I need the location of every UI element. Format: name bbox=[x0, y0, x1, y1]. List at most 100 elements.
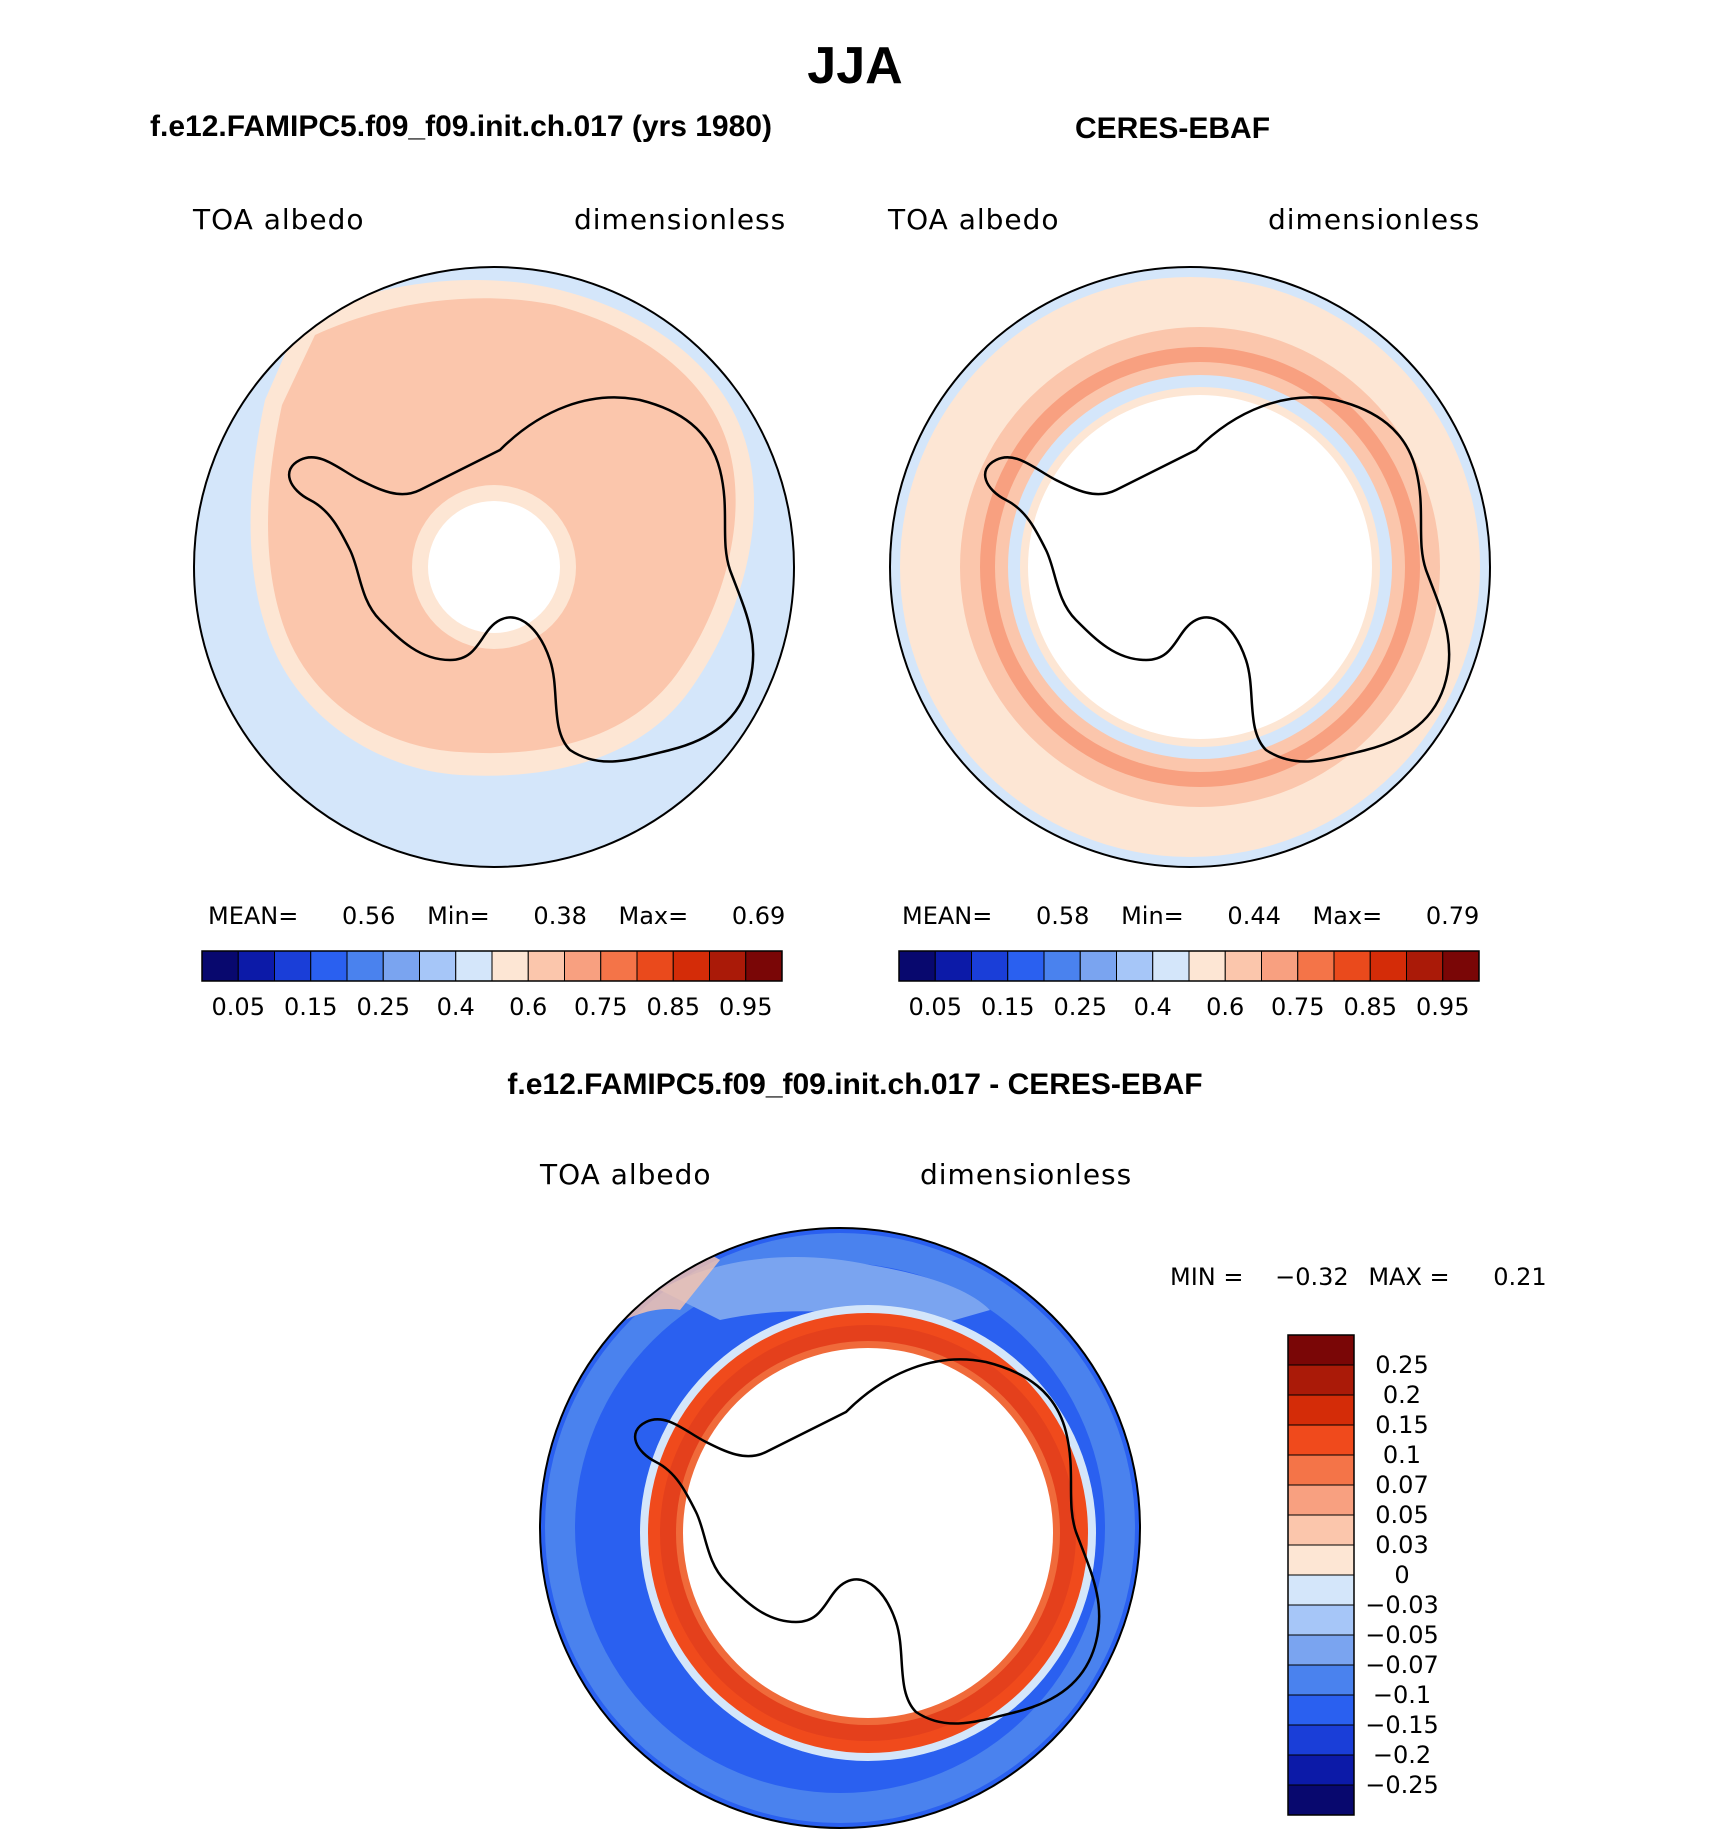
model-mean-value: 0.56 bbox=[342, 902, 396, 930]
model-colorbar-swatch bbox=[709, 950, 747, 982]
obs-colorbar-swatch bbox=[1188, 950, 1226, 982]
model-mean-label: MEAN= bbox=[208, 902, 299, 930]
obs-mean-value: 0.58 bbox=[1036, 902, 1090, 930]
model-colorbar-tick-label: 0.6 bbox=[509, 993, 547, 1021]
obs-min-value: 0.44 bbox=[1227, 902, 1281, 930]
figure-title: JJA bbox=[807, 37, 903, 95]
model-max-value: 0.69 bbox=[731, 902, 786, 930]
diff-colorbar-tick-label: −0.25 bbox=[1365, 1771, 1439, 1799]
diff-colorbar-swatch bbox=[1287, 1334, 1355, 1366]
obs-colorbar-tick-label: 0.4 bbox=[1134, 993, 1172, 1021]
model-colorbar-swatch bbox=[455, 950, 493, 982]
diff-variable-label: TOA albedo bbox=[540, 1158, 712, 1191]
model-stats: MEAN= 0.56 Min= 0.38 Max= 0.69 bbox=[208, 902, 785, 930]
model-colorbar-swatch bbox=[237, 950, 275, 982]
diff-colorbar-swatch bbox=[1287, 1424, 1355, 1456]
obs-colorbar-swatch bbox=[934, 950, 972, 982]
model-colorbar-tick-label: 0.25 bbox=[357, 993, 410, 1021]
diff-colorbar-swatch bbox=[1287, 1514, 1355, 1546]
model-panel-title: f.e12.FAMIPC5.f09_f09.init.ch.017 (yrs 1… bbox=[150, 110, 772, 143]
diff-colorbar-swatch bbox=[1287, 1754, 1355, 1786]
model-map bbox=[194, 267, 794, 867]
diff-colorbar-swatch bbox=[1287, 1454, 1355, 1486]
diff-panel-title: f.e12.FAMIPC5.f09_f09.init.ch.017 - CERE… bbox=[507, 1068, 1203, 1101]
diff-colorbar-swatch bbox=[1287, 1694, 1355, 1726]
obs-map bbox=[890, 267, 1490, 867]
obs-colorbar-swatch bbox=[1043, 950, 1081, 982]
obs-colorbar-swatch bbox=[1224, 950, 1262, 982]
obs-colorbar-swatch bbox=[1079, 950, 1117, 982]
model-colorbar-tick-label: 0.85 bbox=[647, 993, 700, 1021]
diff-colorbar-tick-label: 0.2 bbox=[1383, 1381, 1421, 1409]
model-colorbar-swatch bbox=[636, 950, 674, 982]
model-colorbar-tick-label: 0.95 bbox=[719, 993, 772, 1021]
obs-colorbar: 0.05 0.15 0.25 0.4 0.6 0.75 0.85 0.95 bbox=[898, 950, 1480, 1021]
diff-colorbar-tick-label: 0.1 bbox=[1383, 1441, 1421, 1469]
obs-colorbar-swatch bbox=[1406, 950, 1444, 982]
model-colorbar-swatch bbox=[274, 950, 312, 982]
diff-colorbar-tick-label: 0.07 bbox=[1375, 1471, 1428, 1499]
obs-colorbar-swatch bbox=[1442, 950, 1480, 982]
diff-colorbar-tick-label: −0.15 bbox=[1365, 1711, 1439, 1739]
model-colorbar-swatch bbox=[346, 950, 384, 982]
model-min-label: Min= bbox=[427, 902, 490, 930]
obs-colorbar-tick-label: 0.15 bbox=[981, 993, 1034, 1021]
diff-colorbar-swatch bbox=[1287, 1634, 1355, 1666]
obs-colorbar-tick-label: 0.85 bbox=[1344, 993, 1397, 1021]
obs-colorbar-tick-label: 0.75 bbox=[1271, 993, 1324, 1021]
model-max-label: Max= bbox=[618, 902, 689, 930]
obs-max-label: Max= bbox=[1312, 902, 1383, 930]
model-colorbar: 0.05 0.15 0.25 0.4 0.6 0.75 0.85 0.95 bbox=[201, 950, 783, 1021]
diff-colorbar-swatch bbox=[1287, 1484, 1355, 1516]
diff-colorbar-tick-label: −0.2 bbox=[1373, 1741, 1431, 1769]
diff-colorbar-swatch bbox=[1287, 1604, 1355, 1636]
diff-colorbar-tick-label: 0 bbox=[1394, 1561, 1409, 1589]
diff-min-label: MIN = bbox=[1170, 1263, 1244, 1291]
model-colorbar-swatch bbox=[600, 950, 638, 982]
diff-colorbar-tick-label: 0.05 bbox=[1375, 1501, 1428, 1529]
obs-variable-label: TOA albedo bbox=[888, 203, 1060, 236]
diff-colorbar-tick-label: −0.05 bbox=[1365, 1621, 1439, 1649]
diff-max-value: 0.21 bbox=[1493, 1263, 1547, 1291]
obs-map-border bbox=[889, 266, 1491, 868]
obs-colorbar-swatch bbox=[1152, 950, 1190, 982]
diff-colorbar-tick-label: 0.03 bbox=[1375, 1531, 1428, 1559]
obs-colorbar-tick-label: 0.25 bbox=[1054, 993, 1107, 1021]
model-map-border bbox=[193, 266, 795, 868]
obs-stats: MEAN= 0.58 Min= 0.44 Max= 0.79 bbox=[902, 902, 1479, 930]
obs-colorbar-swatch bbox=[898, 950, 936, 982]
obs-colorbar-tick-label: 0.6 bbox=[1206, 993, 1244, 1021]
model-colorbar-swatch bbox=[527, 950, 565, 982]
model-min-value: 0.38 bbox=[533, 902, 587, 930]
diff-colorbar-swatch bbox=[1287, 1664, 1355, 1696]
diff-colorbar-tick-label: 0.25 bbox=[1375, 1351, 1428, 1379]
obs-units-label: dimensionless bbox=[1268, 203, 1481, 236]
diff-colorbar-tick-label: 0.15 bbox=[1375, 1411, 1428, 1439]
diff-colorbar-swatch bbox=[1287, 1394, 1355, 1426]
diff-colorbar: 0.250.20.150.10.070.050.030−0.03−0.05−0.… bbox=[1287, 1334, 1439, 1816]
obs-colorbar-tick-label: 0.95 bbox=[1416, 993, 1469, 1021]
model-colorbar-tick-label: 0.05 bbox=[212, 993, 265, 1021]
obs-colorbar-swatch bbox=[1333, 950, 1371, 982]
diff-max-label: MAX = bbox=[1368, 1263, 1450, 1291]
diff-units-label: dimensionless bbox=[920, 1158, 1133, 1191]
diff-map bbox=[540, 1228, 1140, 1828]
obs-colorbar-swatch bbox=[1297, 950, 1335, 982]
obs-min-label: Min= bbox=[1121, 902, 1184, 930]
model-variable-label: TOA albedo bbox=[193, 203, 365, 236]
model-colorbar-swatch bbox=[382, 950, 420, 982]
model-colorbar-swatch bbox=[201, 950, 239, 982]
diff-colorbar-swatch bbox=[1287, 1364, 1355, 1396]
model-colorbar-swatch bbox=[672, 950, 710, 982]
model-colorbar-swatch bbox=[491, 950, 529, 982]
model-colorbar-swatch bbox=[745, 950, 783, 982]
obs-panel-title: CERES-EBAF bbox=[1075, 112, 1271, 145]
obs-colorbar-swatch bbox=[1261, 950, 1299, 982]
model-colorbar-swatch bbox=[564, 950, 602, 982]
diff-colorbar-swatch bbox=[1287, 1784, 1355, 1816]
obs-colorbar-swatch bbox=[971, 950, 1009, 982]
model-units-label: dimensionless bbox=[574, 203, 787, 236]
obs-max-value: 0.79 bbox=[1425, 902, 1480, 930]
obs-mean-label: MEAN= bbox=[902, 902, 993, 930]
